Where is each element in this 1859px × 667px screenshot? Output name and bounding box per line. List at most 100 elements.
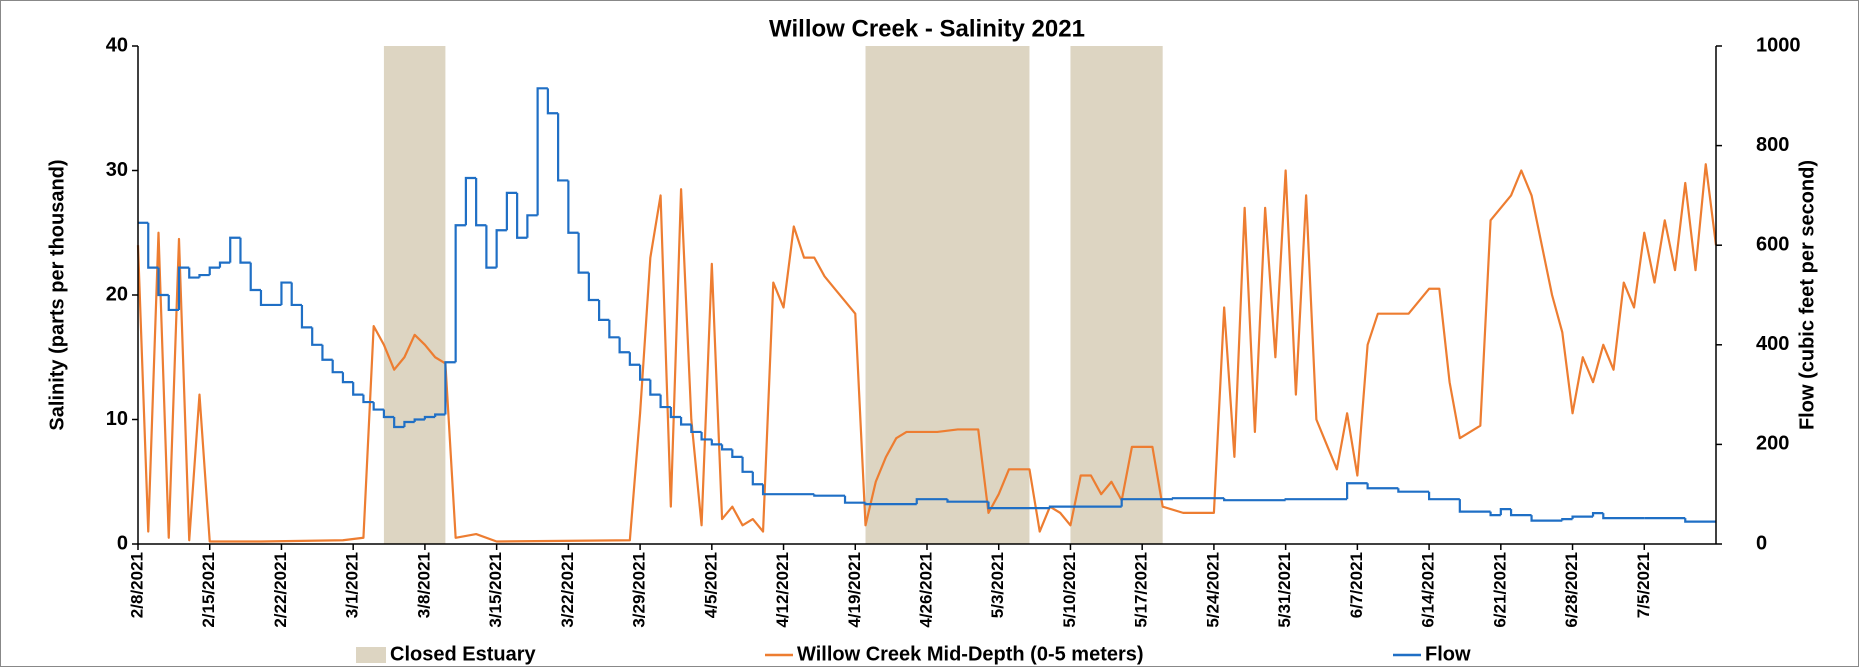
- x-tick-label: 5/17/2021: [1132, 552, 1151, 628]
- x-tick-label: 2/15/2021: [199, 552, 218, 628]
- chart-title: Willow Creek - Salinity 2021: [769, 15, 1085, 42]
- x-tick-label: 3/22/2021: [558, 552, 577, 628]
- flow-step: [761, 484, 815, 496]
- flow-step: [485, 225, 497, 269]
- flow-step: [536, 87, 548, 216]
- flow-step: [198, 273, 210, 278]
- flow-step: [710, 439, 723, 446]
- flow-step: [505, 191, 518, 231]
- x-tick-label: 4/5/2021: [701, 552, 720, 618]
- flow-step: [1171, 497, 1225, 500]
- flow-step: [300, 304, 313, 329]
- flow-step: [1120, 498, 1173, 507]
- closed-estuary-band: [865, 46, 1030, 544]
- flow-step: [157, 267, 169, 297]
- flow-step: [321, 344, 333, 361]
- flow-step: [1346, 482, 1368, 500]
- flow-step: [700, 431, 712, 441]
- x-tick-label: 5/3/2021: [988, 552, 1007, 618]
- flow-step: [1499, 508, 1512, 516]
- flow-step: [362, 394, 374, 404]
- flow-step: [444, 361, 456, 415]
- flow-step: [188, 267, 200, 279]
- flow-step: [669, 407, 682, 419]
- flow-step: [638, 364, 651, 381]
- flow-step: [1458, 499, 1491, 513]
- flow-step: [1571, 515, 1594, 520]
- flow-step: [1561, 518, 1573, 521]
- flow-step: [423, 415, 436, 420]
- flow-step: [177, 266, 190, 310]
- closed-estuary-band: [383, 46, 446, 544]
- flow-step: [167, 295, 179, 312]
- flow-step: [1397, 488, 1430, 493]
- flow-step: [1602, 513, 1645, 520]
- flow-step: [516, 192, 528, 239]
- x-tick-label: 6/28/2021: [1562, 552, 1581, 628]
- x-tick-label: 3/1/2021: [343, 552, 362, 618]
- x-tick-label: 6/14/2021: [1419, 552, 1438, 628]
- flow-step: [679, 417, 692, 426]
- flow-step: [731, 449, 743, 458]
- x-tick-label: 3/29/2021: [630, 552, 649, 628]
- flow-step: [352, 382, 364, 396]
- x-tick-label: 4/12/2021: [773, 552, 792, 628]
- flow-step: [741, 456, 753, 473]
- flow-step: [649, 379, 661, 396]
- flow-step: [413, 418, 425, 422]
- x-tick-label: 5/31/2021: [1275, 552, 1294, 628]
- legend-swatch: [356, 647, 386, 663]
- salinity-line: [136, 163, 1718, 543]
- y-tick-label: 10: [106, 408, 128, 430]
- flow-step: [208, 266, 220, 276]
- flow-step: [987, 501, 1050, 510]
- flow-step: [1684, 518, 1716, 523]
- flow-step: [546, 88, 559, 115]
- flow-step: [403, 420, 415, 427]
- plot-area: [136, 46, 1718, 544]
- flow-step: [1366, 483, 1399, 490]
- y2-tick-label: 200: [1756, 433, 1789, 455]
- y-tick-label: 0: [117, 532, 128, 554]
- closed-estuary-band: [1070, 46, 1163, 544]
- flow-step: [557, 113, 569, 182]
- y-tick-label: 20: [106, 283, 128, 305]
- legend-label: Flow: [1425, 643, 1471, 665]
- legend-label: Willow Creek Mid-Depth (0-5 meters): [797, 643, 1144, 665]
- y2-tick-label: 600: [1756, 233, 1789, 255]
- x-tick-label: 3/15/2021: [486, 552, 505, 628]
- flow-step: [464, 176, 477, 226]
- x-tick-label: 6/21/2021: [1490, 552, 1509, 628]
- flow-step: [751, 471, 764, 486]
- flow-step: [618, 337, 630, 354]
- y2-tick-label: 800: [1756, 134, 1789, 156]
- flow-step: [1427, 491, 1460, 501]
- x-tick-label: 3/8/2021: [414, 552, 433, 618]
- x-tick-label: 4/26/2021: [916, 552, 935, 628]
- flow-step: [720, 444, 733, 451]
- flow-step: [1530, 515, 1563, 522]
- flow-step: [1048, 505, 1122, 509]
- flow-step: [587, 272, 600, 302]
- y2-tick-label: 400: [1756, 333, 1789, 355]
- flow-step: [495, 229, 507, 268]
- flow-step: [434, 413, 446, 418]
- y2-tick-label: 0: [1756, 532, 1767, 554]
- flow-step: [843, 495, 866, 504]
- flow-step: [311, 327, 323, 346]
- flow-step: [280, 281, 292, 305]
- flow-step: [147, 222, 159, 269]
- flow-step: [690, 424, 702, 434]
- flow-step: [946, 499, 989, 503]
- flow-step: [577, 232, 589, 274]
- x-tick-label: 5/24/2021: [1203, 552, 1222, 628]
- flow-step: [259, 290, 282, 307]
- flow-step: [475, 177, 487, 227]
- y-axis-title: Salinity (parts per thousand): [46, 159, 68, 430]
- x-tick-label: 7/5/2021: [1634, 552, 1653, 618]
- y2-tick-label: 1000: [1756, 34, 1801, 56]
- flow-step: [454, 224, 466, 363]
- flow-step: [1591, 512, 1604, 517]
- flow-step: [659, 394, 671, 409]
